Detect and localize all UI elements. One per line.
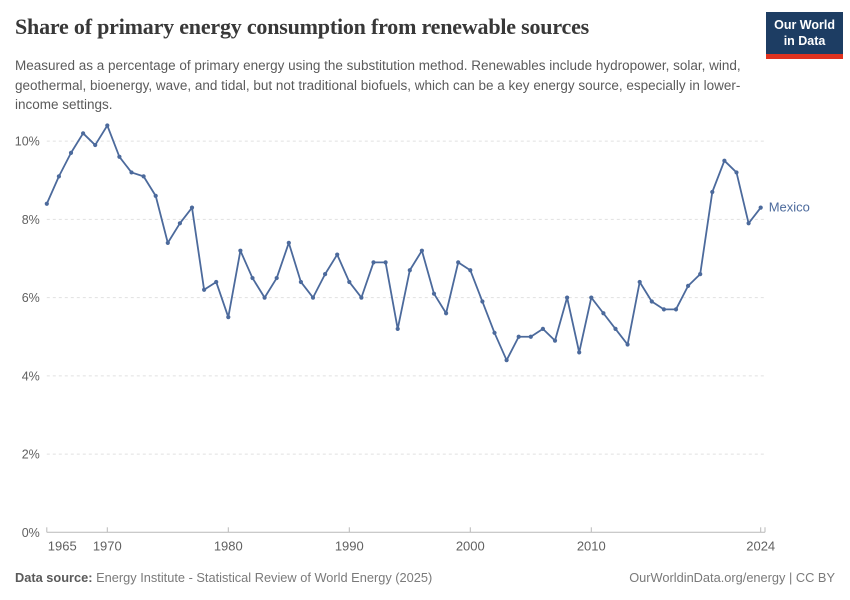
data-point[interactable]	[516, 334, 521, 339]
owid-logo-line2: in Data	[783, 34, 826, 49]
data-point[interactable]	[686, 283, 691, 288]
data-point[interactable]	[262, 295, 267, 300]
data-point[interactable]	[226, 315, 231, 320]
data-point[interactable]	[456, 260, 461, 265]
data-point[interactable]	[528, 334, 533, 339]
data-point[interactable]	[68, 150, 74, 155]
data-point[interactable]	[419, 248, 424, 253]
x-tick-label: 1980	[214, 538, 243, 553]
owid-logo-line1: Our World	[774, 18, 835, 32]
data-point[interactable]	[383, 260, 388, 265]
data-point[interactable]	[129, 170, 134, 175]
chart-subtitle: Measured as a percentage of primary ener…	[15, 58, 741, 113]
x-tick-label: 2000	[456, 538, 485, 553]
data-point[interactable]	[673, 307, 679, 312]
data-point[interactable]	[613, 326, 618, 332]
data-point[interactable]	[637, 279, 642, 285]
data-point[interactable]	[56, 174, 62, 179]
data-point[interactable]	[335, 252, 340, 257]
data-point[interactable]	[177, 221, 182, 226]
data-point[interactable]	[238, 248, 243, 253]
data-point[interactable]	[468, 268, 473, 273]
data-point[interactable]	[371, 260, 376, 265]
data-point[interactable]	[504, 358, 509, 363]
data-point[interactable]	[117, 154, 122, 159]
y-tick-label: 8%	[22, 213, 40, 227]
data-point[interactable]	[661, 307, 667, 312]
x-tick-label: 1970	[93, 538, 122, 553]
data-point[interactable]	[625, 342, 630, 347]
series-label[interactable]: Mexico	[769, 200, 810, 215]
page-title: Share of primary energy consumption from…	[15, 14, 589, 39]
y-tick-label: 0%	[22, 526, 40, 540]
data-point[interactable]	[407, 268, 412, 273]
data-point[interactable]	[601, 311, 606, 316]
data-point[interactable]	[431, 291, 437, 296]
data-point[interactable]	[577, 350, 582, 355]
data-point[interactable]	[746, 221, 751, 226]
data-point[interactable]	[710, 189, 715, 195]
data-source-text: Energy Institute - Statistical Review of…	[96, 570, 433, 585]
data-point[interactable]	[105, 123, 110, 128]
data-point[interactable]	[298, 279, 303, 285]
x-tick-label: 2010	[577, 538, 606, 553]
line-series-mexico[interactable]	[45, 124, 762, 362]
x-tick-label: 1965	[48, 538, 77, 553]
data-point[interactable]	[310, 295, 316, 300]
owid-logo[interactable]: Our World in Data	[766, 12, 843, 59]
data-point[interactable]	[758, 205, 763, 210]
data-point[interactable]	[552, 338, 558, 343]
data-point[interactable]	[722, 158, 727, 163]
data-point[interactable]	[347, 279, 352, 285]
data-point[interactable]	[286, 240, 291, 245]
data-point[interactable]	[214, 279, 219, 285]
y-tick-label: 6%	[22, 291, 40, 305]
data-point[interactable]	[44, 201, 49, 206]
data-point[interactable]	[480, 299, 485, 304]
data-point[interactable]	[93, 142, 98, 148]
data-point[interactable]	[165, 240, 170, 245]
data-point[interactable]	[81, 131, 86, 136]
y-tick-label: 10%	[15, 135, 40, 149]
data-point[interactable]	[153, 193, 158, 199]
data-point[interactable]	[189, 205, 195, 210]
credit-link[interactable]: OurWorldinData.org/energy | CC BY	[629, 570, 835, 585]
data-point[interactable]	[323, 272, 328, 277]
y-tick-label: 2%	[22, 448, 40, 462]
data-point[interactable]	[274, 275, 279, 281]
data-point[interactable]	[492, 330, 497, 335]
data-point[interactable]	[359, 295, 364, 300]
x-tick-label: 2024	[746, 538, 775, 553]
data-point[interactable]	[444, 311, 449, 316]
data-point[interactable]	[141, 174, 146, 179]
data-point[interactable]	[540, 326, 546, 332]
data-source-label: Data source:	[15, 570, 93, 585]
y-tick-label: 4%	[22, 369, 40, 383]
data-point[interactable]	[395, 326, 400, 332]
data-source: Data source: Energy Institute - Statisti…	[15, 570, 432, 585]
chart-footer: Data source: Energy Institute - Statisti…	[15, 570, 835, 585]
data-point[interactable]	[565, 295, 570, 300]
data-point[interactable]	[250, 275, 255, 281]
x-tick-label: 1990	[335, 538, 364, 553]
data-point[interactable]	[734, 170, 739, 175]
data-point[interactable]	[202, 287, 207, 292]
data-point[interactable]	[649, 299, 654, 304]
data-point[interactable]	[589, 295, 594, 300]
data-point[interactable]	[698, 272, 703, 277]
